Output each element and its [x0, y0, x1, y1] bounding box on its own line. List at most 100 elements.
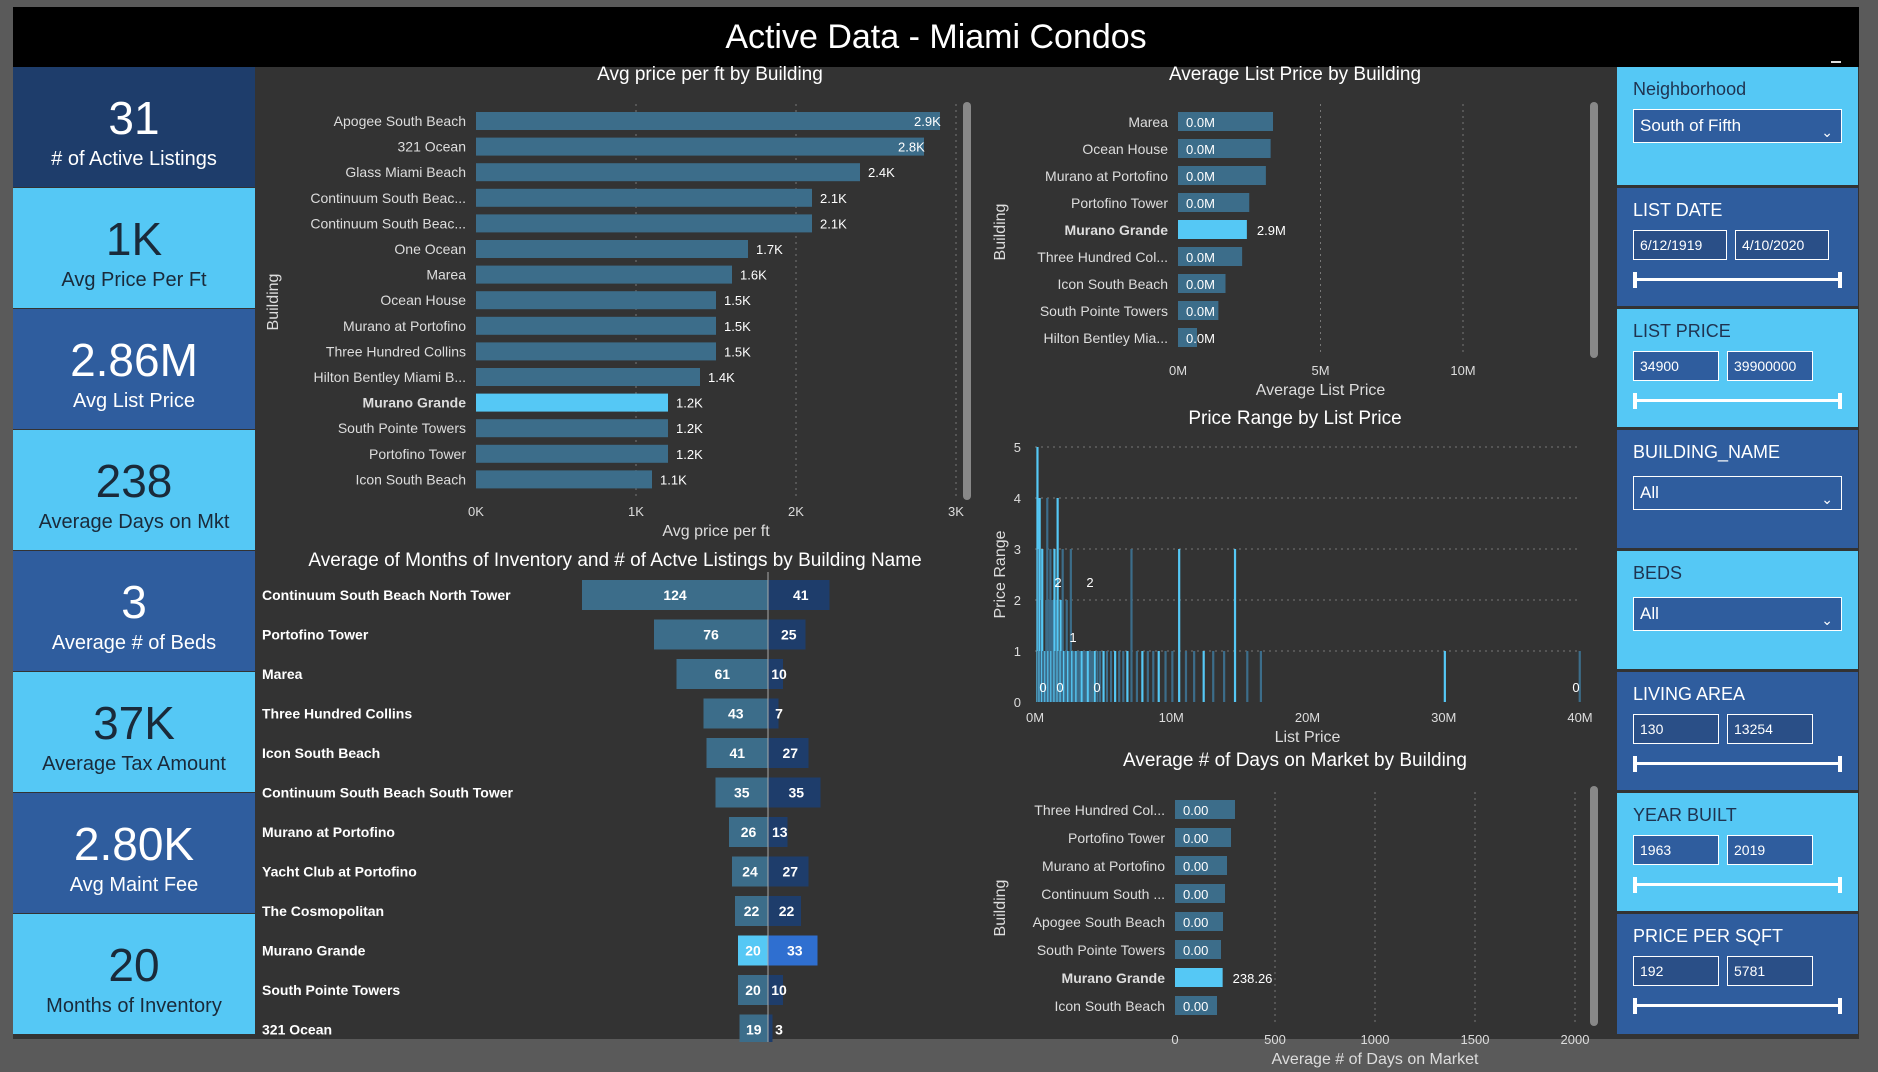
- list-date-min-input[interactable]: 6/12/1919: [1633, 230, 1727, 260]
- scrollbar-alp[interactable]: [1590, 102, 1598, 358]
- x-axis-title: Average List Price: [1256, 382, 1386, 399]
- scrollbar-dom[interactable]: [1590, 786, 1598, 1026]
- year-built-min-input[interactable]: 1963: [1633, 835, 1719, 865]
- data-label: 20: [745, 982, 761, 998]
- bar-listings: [768, 777, 821, 808]
- category-label: Murano Grande: [1062, 970, 1166, 986]
- slider-handle-max[interactable]: [1838, 272, 1842, 288]
- price-per-sqft-max-input[interactable]: 5781: [1727, 956, 1813, 986]
- data-label: 0.0M: [1186, 331, 1215, 346]
- kpi-avg-days-on-market[interactable]: 238 Average Days on Mkt: [13, 430, 255, 550]
- slider-handle-min[interactable]: [1633, 877, 1637, 893]
- kpi-label: Average Tax Amount: [42, 753, 226, 775]
- category-label: Ocean House: [380, 292, 466, 308]
- filter-title: LIVING AREA: [1633, 684, 1746, 704]
- list-date-slider[interactable]: [1633, 272, 1842, 288]
- list-price-max-input[interactable]: 39900000: [1727, 351, 1813, 381]
- chart-avg-list-price: 0M 5M 10M Marea 0.0M Ocean House 0.0M Murano at…: [992, 104, 1476, 399]
- slider-handle-max[interactable]: [1838, 756, 1842, 772]
- category-label: Portofino Tower: [1071, 195, 1168, 211]
- slider-handle-max[interactable]: [1838, 877, 1842, 893]
- living-area-min-input[interactable]: 130: [1633, 714, 1719, 744]
- category-label: 321 Ocean: [262, 1022, 332, 1038]
- scrollbar-ppf[interactable]: [963, 102, 971, 500]
- filter-title: Neighborhood: [1633, 79, 1747, 99]
- slider-handle-min[interactable]: [1633, 393, 1637, 409]
- bar: [1178, 328, 1197, 347]
- kpi-avg-list-price[interactable]: 2.86M Avg List Price: [13, 309, 255, 429]
- list-price-slider[interactable]: [1633, 393, 1842, 409]
- filter-title: BEDS: [1633, 563, 1683, 583]
- category-label: South Pointe Towers: [1037, 942, 1165, 958]
- bar: [1065, 600, 1068, 702]
- building-name-dropdown[interactable]: All ⌄: [1633, 476, 1842, 510]
- kpi-label: Avg List Price: [73, 390, 195, 412]
- price-per-sqft-slider[interactable]: [1633, 998, 1842, 1014]
- data-label: 24: [742, 864, 758, 880]
- bar-months: [738, 975, 768, 1005]
- x-tick-label: 10M: [1159, 710, 1184, 725]
- y-tick-label: 1: [1014, 644, 1021, 659]
- kpi-avg-price-per-ft[interactable]: 1K Avg Price Per Ft: [13, 188, 255, 308]
- year-built-slider[interactable]: [1633, 877, 1842, 893]
- bar: [1175, 884, 1225, 903]
- filter-year-built: YEAR BUILT 1963 2019: [1617, 793, 1858, 911]
- filter-neighborhood: Neighborhood South of Fifth ⌄: [1617, 67, 1858, 185]
- bar: [1178, 139, 1271, 158]
- category-label: Murano at Portofino: [1045, 168, 1168, 184]
- slider-handle-min[interactable]: [1633, 998, 1637, 1014]
- data-label: 43: [728, 706, 744, 722]
- bar: [1259, 651, 1263, 702]
- kpi-active-listings[interactable]: 31 # of Active Listings: [13, 67, 255, 187]
- kpi-value: 37K: [93, 697, 175, 749]
- minimize-icon[interactable]: [1831, 61, 1841, 63]
- living-area-slider[interactable]: [1633, 756, 1842, 772]
- slider-track: [1633, 762, 1842, 765]
- list-price-min-input[interactable]: 34900: [1633, 351, 1719, 381]
- data-label: 238.26: [1233, 971, 1273, 986]
- slider-handle-min[interactable]: [1633, 272, 1637, 288]
- data-label: 0.0M: [1186, 304, 1215, 319]
- bar: [1046, 498, 1049, 702]
- kpi-avg-maint-fee[interactable]: 2.80K Avg Maint Fee: [13, 793, 255, 913]
- category-label: Portofino Tower: [369, 446, 466, 462]
- data-label: 1.5K: [724, 319, 751, 334]
- category-label: Hilton Bentley Miami B...: [314, 369, 467, 385]
- bar: [1175, 800, 1235, 819]
- chart-title-ppf: Avg price per ft by Building: [597, 64, 823, 85]
- kpi-avg-beds[interactable]: 3 Average # of Beds: [13, 551, 255, 671]
- kpi-months-inventory[interactable]: 20 Months of Inventory: [13, 914, 255, 1034]
- kpi-value: 31: [108, 92, 160, 144]
- slider-handle-max[interactable]: [1838, 393, 1842, 409]
- living-area-max-input[interactable]: 13254: [1727, 714, 1813, 744]
- category-label: Three Hundred Collins: [326, 343, 466, 359]
- kpi-avg-tax[interactable]: 37K Average Tax Amount: [13, 672, 255, 792]
- bar: [1088, 651, 1092, 702]
- bar: [1146, 651, 1149, 702]
- price-per-sqft-min-input[interactable]: 192: [1633, 956, 1719, 986]
- bar-months: [739, 1014, 768, 1042]
- bar-months: [676, 659, 768, 689]
- slider-handle-max[interactable]: [1838, 998, 1842, 1014]
- data-label: 19: [746, 1022, 762, 1038]
- chart-title-alp: Average List Price by Building: [1168, 64, 1422, 85]
- list-date-max-input[interactable]: 4/10/2020: [1735, 230, 1829, 260]
- bar: [1075, 651, 1078, 702]
- bar-listings: [768, 856, 809, 887]
- beds-dropdown[interactable]: All ⌄: [1633, 597, 1842, 631]
- bar: [1178, 166, 1266, 185]
- category-label: Murano at Portofino: [262, 824, 395, 840]
- neighborhood-dropdown[interactable]: South of Fifth ⌄: [1633, 109, 1842, 143]
- x-tick-label: 1000: [1361, 1032, 1390, 1047]
- data-label: 124: [663, 587, 687, 603]
- bar-months: [738, 935, 768, 966]
- bar: [1193, 651, 1196, 702]
- bar: [1082, 651, 1085, 702]
- category-label: Icon South Beach: [355, 471, 466, 487]
- slider-handle-min[interactable]: [1633, 756, 1637, 772]
- year-built-max-input[interactable]: 2019: [1727, 835, 1813, 865]
- kpi-value: 238: [95, 455, 173, 507]
- bar: [476, 368, 700, 386]
- bar: [1175, 940, 1221, 959]
- slider-track: [1633, 883, 1842, 886]
